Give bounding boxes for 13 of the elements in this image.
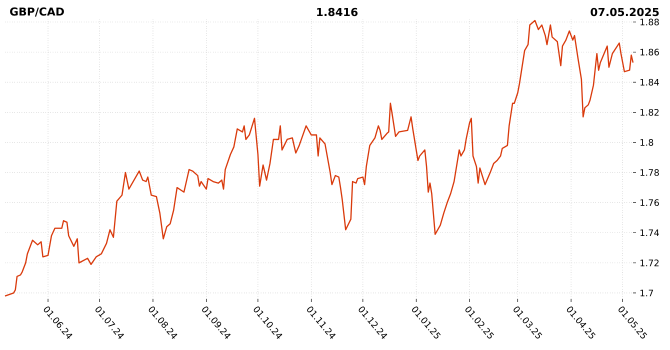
y-tick-label: 1.82 — [640, 108, 659, 116]
y-tick-label: 1.88 — [640, 18, 659, 26]
text: 1.8416 — [317, 8, 358, 16]
text: 07.05.2025 — [590, 8, 659, 16]
y-tick-label: 1.72 — [640, 260, 659, 266]
y-tick-label: 1.76 — [640, 199, 659, 206]
y-tick-label: 1.86 — [640, 48, 659, 56]
y-tick-label: 1.74 — [640, 230, 659, 236]
y-tick-label: 1.7 — [640, 290, 654, 296]
y-tick-label: 1.78 — [640, 169, 659, 176]
chart-title: GBP/CAD — [10, 7, 64, 17]
y-tick-label: 1.84 — [640, 78, 659, 86]
y-tick-label: 1.8 — [640, 139, 654, 146]
